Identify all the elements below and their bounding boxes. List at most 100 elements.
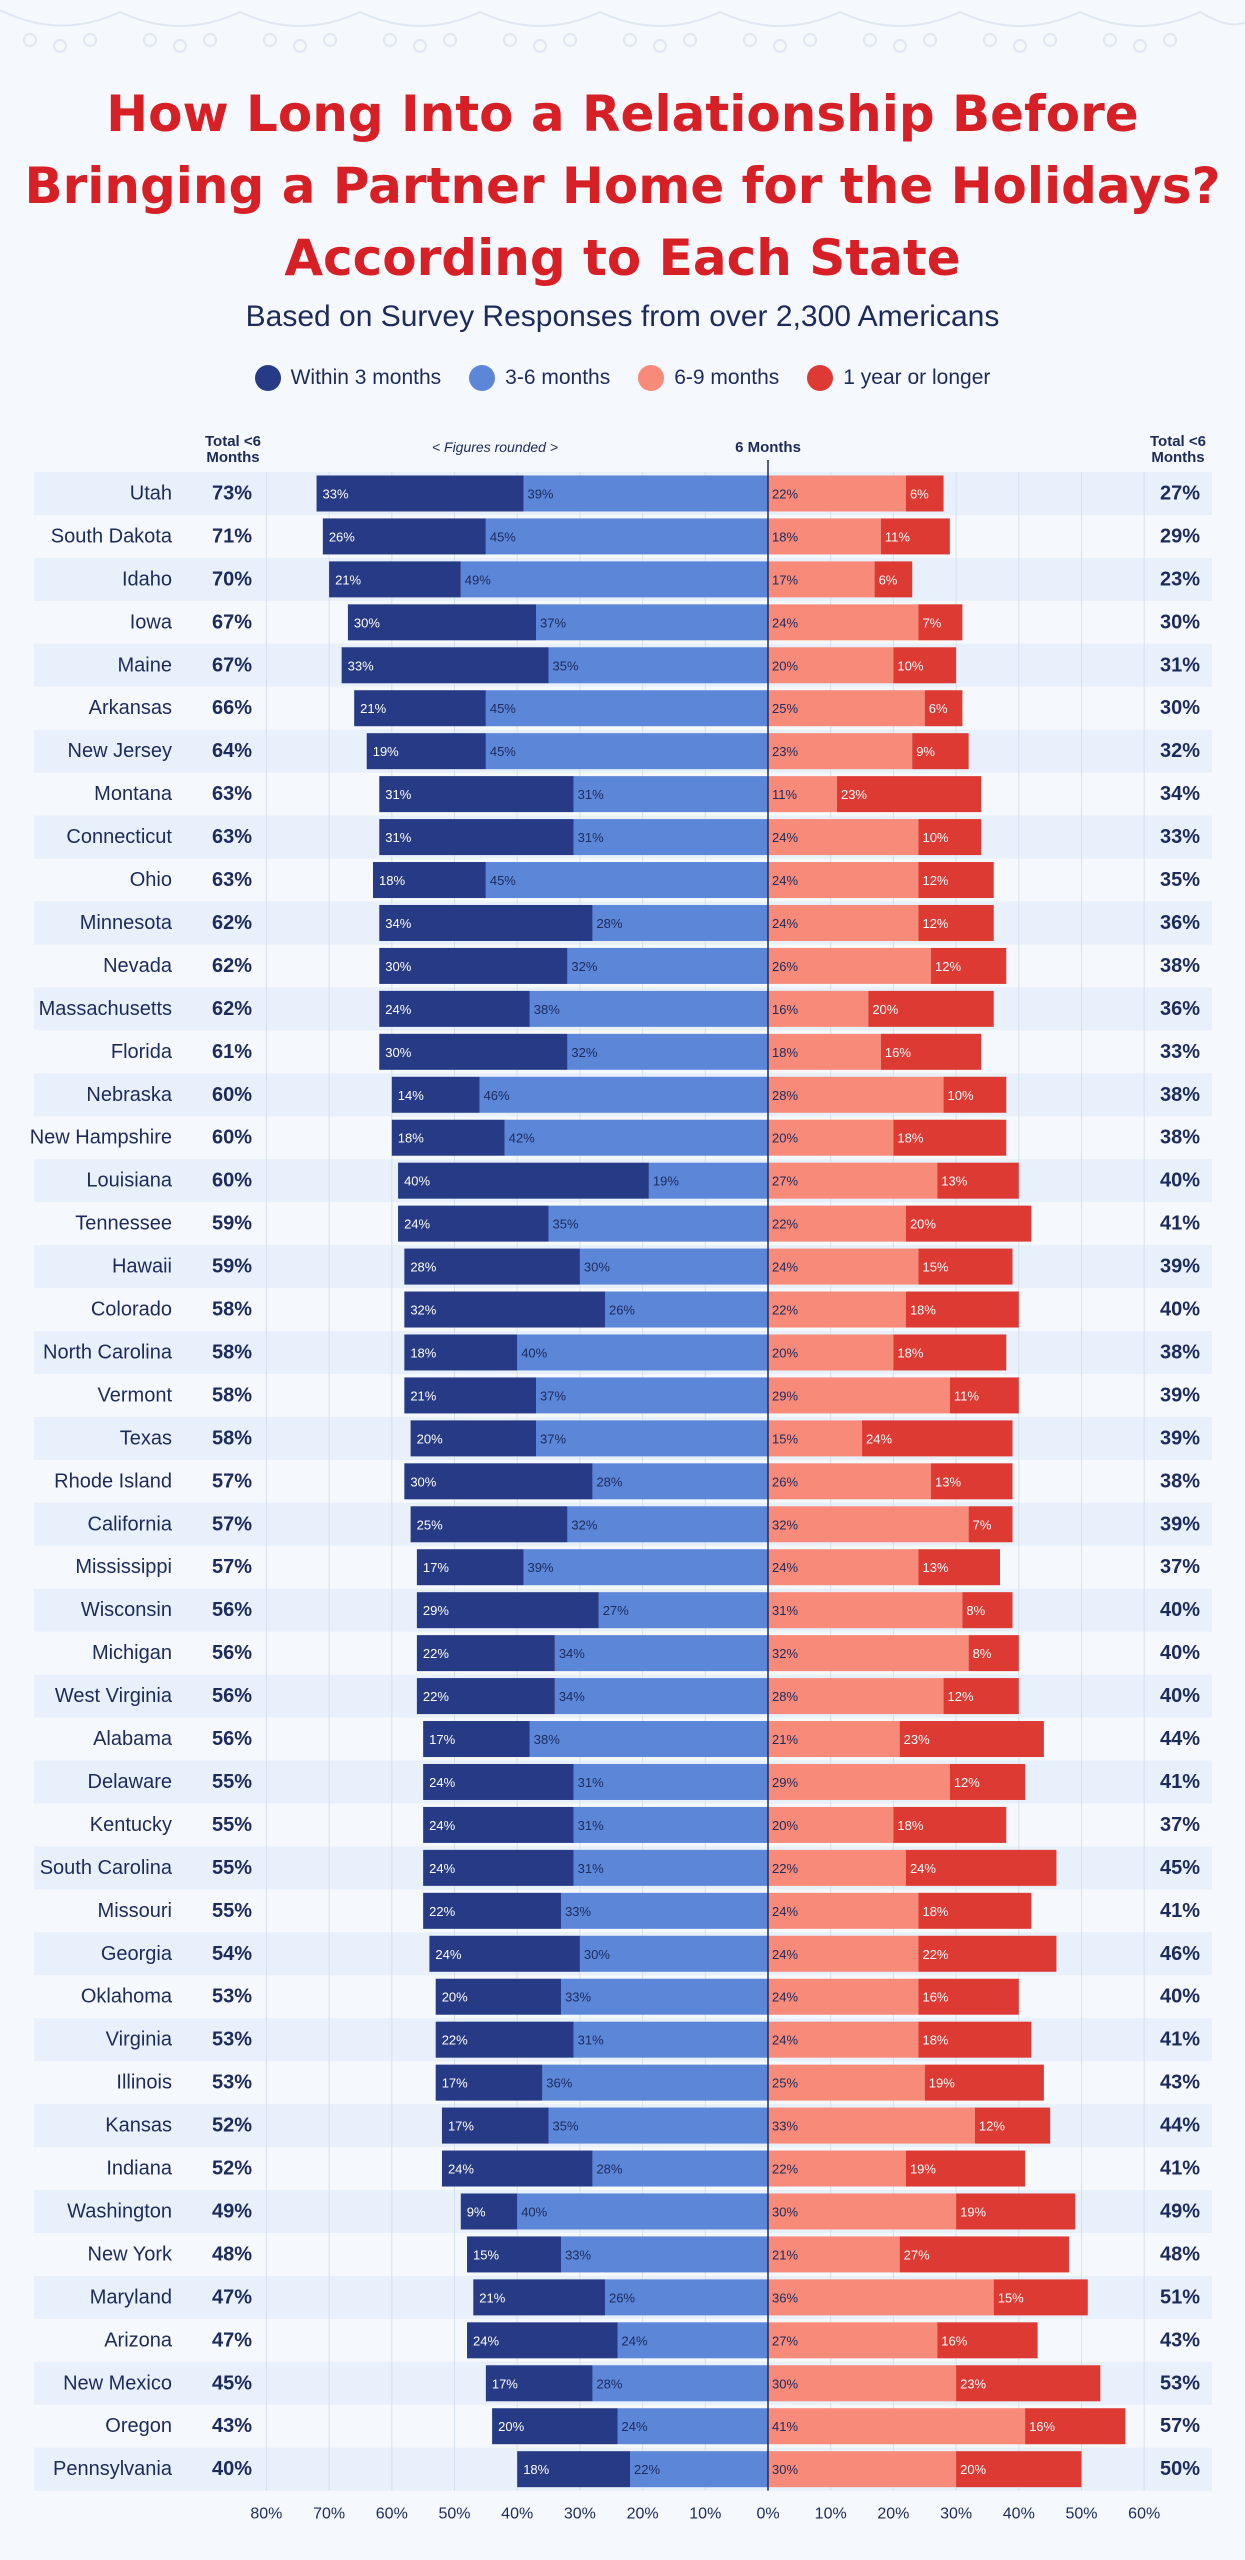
bar-1-year-or-longer [974, 2107, 1051, 2144]
bar-within-3-months [485, 2365, 593, 2402]
label-3-6-months: 33% [565, 1904, 591, 1919]
bar-within-3-months [435, 2064, 543, 2101]
bar-3-6-months [548, 647, 768, 684]
label-6-9-months: 29% [772, 1775, 798, 1790]
header-center-label: 6 Months [735, 439, 801, 456]
label-within-3-months: 17% [442, 2076, 468, 2091]
total-under-6-months: 47% [212, 2329, 252, 2351]
total-over-6-months: 27% [1160, 482, 1200, 504]
bar-6-9-months [768, 1076, 944, 1113]
label-3-6-months: 22% [634, 2462, 660, 2477]
bar-within-3-months [372, 862, 486, 899]
total-under-6-months: 56% [212, 1728, 252, 1750]
label-3-6-months: 33% [565, 2247, 591, 2262]
bar-3-6-months [554, 1678, 768, 1715]
bar-3-6-months [573, 2021, 768, 2058]
bar-3-6-months [548, 1205, 768, 1242]
total-under-6-months: 71% [212, 525, 252, 547]
bar-3-6-months [573, 819, 768, 856]
label-within-3-months: 32% [410, 1303, 436, 1318]
label-3-6-months: 39% [527, 486, 553, 501]
x-tick-label: 50% [438, 2506, 470, 2523]
total-under-6-months: 52% [212, 2158, 252, 2180]
bar-3-6-months [485, 862, 768, 899]
label-within-3-months: 40% [404, 1174, 430, 1189]
total-over-6-months: 38% [1160, 1470, 1200, 1492]
label-6-9-months: 32% [772, 1517, 798, 1532]
bar-within-3-months [391, 1076, 480, 1113]
bar-6-9-months [768, 1892, 919, 1929]
x-tick-label: 20% [877, 2506, 909, 2523]
state-label: Delaware [88, 1771, 172, 1793]
total-over-6-months: 39% [1160, 1256, 1200, 1278]
total-under-6-months: 63% [212, 783, 252, 805]
bar-6-9-months [768, 1033, 881, 1070]
label-6-9-months: 33% [772, 2119, 798, 2134]
bar-3-6-months [523, 475, 768, 512]
label-6-9-months: 20% [772, 1131, 798, 1146]
bar-within-3-months [435, 1978, 562, 2015]
label-1-year-or-longer: 16% [1029, 2419, 1055, 2434]
label-1-year-or-longer: 13% [941, 1174, 967, 1189]
label-3-6-months: 45% [490, 744, 516, 759]
total-under-6-months: 67% [212, 611, 252, 633]
label-within-3-months: 31% [385, 787, 411, 802]
label-within-3-months: 17% [492, 2376, 518, 2391]
label-6-9-months: 11% [772, 787, 797, 802]
label-1-year-or-longer: 15% [922, 1260, 948, 1275]
x-tick-label: 50% [1065, 2506, 1097, 2523]
label-1-year-or-longer: 16% [885, 1045, 911, 1060]
bar-1-year-or-longer [893, 1119, 1007, 1156]
bar-1-year-or-longer [893, 1334, 1007, 1371]
bar-1-year-or-longer [943, 1076, 1007, 1113]
bar-1-year-or-longer [918, 904, 994, 941]
label-1-year-or-longer: 10% [948, 1088, 974, 1103]
title-line-2: Bringing a Partner Home for the Holidays… [24, 157, 1221, 215]
total-under-6-months: 55% [212, 1900, 252, 1922]
total-under-6-months: 64% [212, 740, 252, 762]
x-tick-label: 10% [815, 2506, 847, 2523]
label-1-year-or-longer: 12% [935, 959, 961, 974]
bar-6-9-months [768, 990, 869, 1027]
total-over-6-months: 40% [1160, 1299, 1200, 1321]
bar-6-9-months [768, 2408, 1026, 2445]
total-over-6-months: 57% [1160, 2415, 1200, 2437]
label-6-9-months: 24% [772, 1990, 798, 2005]
bar-3-6-months [561, 1892, 768, 1929]
bar-within-3-months [379, 776, 574, 813]
bar-6-9-months [768, 819, 919, 856]
label-6-9-months: 29% [772, 1388, 798, 1403]
total-under-6-months: 56% [212, 1642, 252, 1664]
state-label: Tennessee [75, 1213, 172, 1235]
label-6-9-months: 23% [772, 744, 798, 759]
label-3-6-months: 30% [584, 1947, 610, 1962]
total-over-6-months: 41% [1160, 1213, 1200, 1235]
bar-6-9-months [768, 2064, 925, 2101]
state-label: Texas [120, 1427, 172, 1449]
bar-1-year-or-longer [968, 1635, 1019, 1672]
chart-subtitle: Based on Survey Responses from over 2,30… [245, 300, 1000, 333]
bar-1-year-or-longer [943, 1678, 1019, 1715]
total-over-6-months: 31% [1160, 654, 1200, 676]
bar-within-3-months [416, 1549, 524, 1586]
total-under-6-months: 59% [212, 1213, 252, 1235]
total-over-6-months: 36% [1160, 912, 1200, 934]
state-label: Maine [118, 654, 172, 676]
bar-3-6-months [460, 561, 768, 598]
bar-6-9-months [768, 1119, 894, 1156]
bar-1-year-or-longer [905, 475, 944, 512]
label-3-6-months: 37% [540, 1431, 566, 1446]
bar-within-3-months [404, 1291, 605, 1328]
label-within-3-months: 14% [398, 1088, 424, 1103]
label-within-3-months: 25% [417, 1517, 443, 1532]
total-under-6-months: 60% [212, 1127, 252, 1149]
label-1-year-or-longer: 7% [973, 1517, 992, 1532]
bar-within-3-months [429, 1935, 580, 1972]
bar-3-6-months [561, 2236, 768, 2273]
label-3-6-months: 31% [578, 787, 604, 802]
bar-1-year-or-longer [918, 819, 982, 856]
legend-label: 3-6 months [505, 366, 611, 389]
label-1-year-or-longer: 16% [941, 2333, 967, 2348]
label-6-9-months: 20% [772, 1345, 798, 1360]
label-within-3-months: 17% [423, 1560, 449, 1575]
